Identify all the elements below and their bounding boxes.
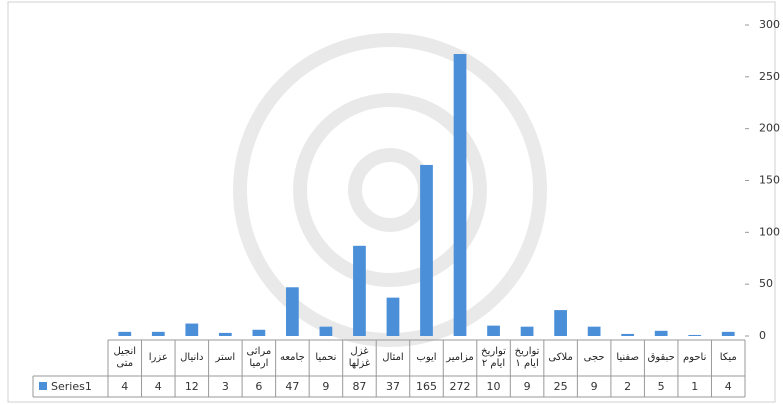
x-tick-label: حجی [578,341,610,375]
table-value: 3 [222,380,229,393]
table-value: 1 [691,380,698,393]
x-tick-cell: انجیل متی [109,341,141,375]
bar [286,287,299,336]
table-value: 9 [524,380,531,393]
y-tick-label: 250 [759,70,780,83]
x-tick-cell: حبقوق [645,341,677,375]
page: {"chart_data": {"type": "bar", "categori… [0,0,783,405]
y-tick-label: 100 [759,225,780,238]
table-value: 4 [725,380,732,393]
x-tick-cell: دانیال [176,341,208,375]
bar [688,335,701,336]
bar [320,327,333,336]
x-tick-cell: مراثی ارمیا [243,341,275,375]
x-tick-label: استر [210,341,242,375]
x-tick-label: عزرا [143,341,175,375]
x-tick-label: دانیال [176,341,208,375]
bar [454,54,467,336]
x-tick-cell: استر [210,341,242,375]
x-tick-cell: ایوب [411,341,443,375]
x-tick-label: امثال [377,341,409,375]
legend-key [39,382,47,390]
x-tick-label: صفنیا [612,341,644,375]
table-value: 5 [658,380,665,393]
bar [722,332,735,336]
x-tick-label: میکا [712,341,744,375]
x-tick-cell: ناحوم [679,341,711,375]
bar [420,165,433,336]
table-value: 4 [155,380,162,393]
x-tick-label: تواریخ ایام ۱ [511,341,543,375]
x-tick-label: مراثی ارمیا [243,341,275,375]
x-tick-cell: میکا [712,341,744,375]
bar [588,327,601,336]
x-tick-label: مزامیر [444,341,476,375]
table-value: 9 [322,380,329,393]
y-tick-label: 300 [759,18,780,31]
bar [252,330,265,336]
table-value: 4 [121,380,128,393]
table-value: 12 [185,380,199,393]
x-tick-cell: غزل غزلها [344,341,376,375]
bar [118,332,131,336]
x-tick-label: ایوب [411,341,443,375]
bar [521,327,534,336]
table-value: 6 [255,380,262,393]
y-tick-label: 0 [759,329,766,342]
x-tick-cell: جامعه [277,341,309,375]
x-tick-cell: تواریخ ایام ۲ [478,341,510,375]
x-tick-label: جامعه [277,341,309,375]
bar [387,298,400,336]
table-value: 9 [591,380,598,393]
x-tick-label: حبقوق [645,341,677,375]
bar [219,333,232,336]
x-tick-label: تواریخ ایام ۲ [478,341,510,375]
table-value: 25 [554,380,568,393]
bar [353,246,366,336]
x-tick-label: انجیل متی [109,341,141,375]
x-tick-cell: امثال [377,341,409,375]
x-tick-label: نحمیا [310,341,342,375]
x-tick-cell: مزامیر [444,341,476,375]
bar [185,324,198,336]
bar [487,326,500,336]
x-tick-label: ناحوم [679,341,711,375]
bar [152,332,165,336]
table-value: 272 [450,380,471,393]
bar [621,334,634,336]
bar [655,331,668,336]
table-value: 165 [416,380,437,393]
x-tick-cell: عزرا [143,341,175,375]
x-tick-label: غزل غزلها [344,341,376,375]
x-tick-label: ملاکی [545,341,577,375]
chart: 050100150200250300Series1441236479873716… [0,0,783,405]
table-value: 47 [285,380,299,393]
legend-label: Series1 [51,380,92,393]
table-value: 87 [352,380,366,393]
x-tick-cell: تواریخ ایام ۱ [511,341,543,375]
x-tick-cell: صفنیا [612,341,644,375]
table-value: 2 [624,380,631,393]
bar [554,310,567,336]
y-tick-label: 200 [759,122,780,135]
table-value: 37 [386,380,400,393]
y-tick-label: 50 [759,277,773,290]
x-tick-cell: حجی [578,341,610,375]
x-tick-cell: ملاکی [545,341,577,375]
table-value: 10 [487,380,501,393]
y-tick-label: 150 [759,174,780,187]
x-tick-cell: نحمیا [310,341,342,375]
